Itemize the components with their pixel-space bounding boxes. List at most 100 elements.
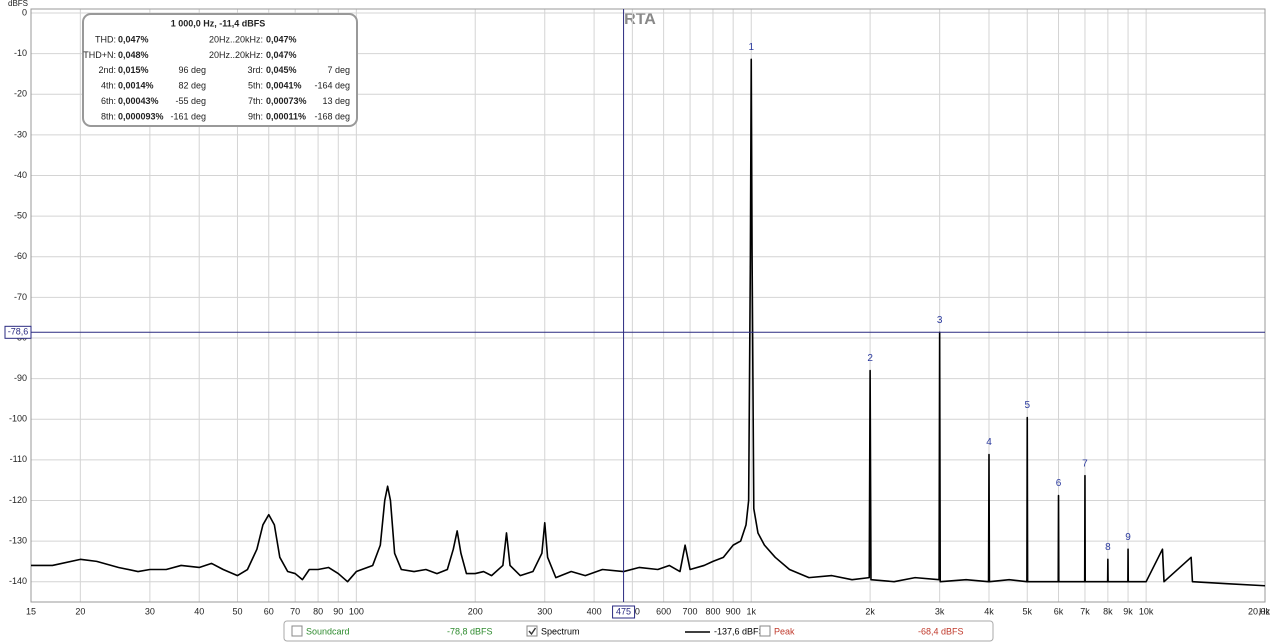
x-tick-label: 60 (264, 606, 274, 616)
x-tick-label: 6k (1054, 606, 1064, 616)
x-tick-label: 70 (290, 606, 300, 616)
y-tick-label: -130 (9, 535, 27, 545)
info-box-frame (82, 13, 358, 127)
legend-checkbox[interactable] (526, 625, 538, 637)
legend-frame (283, 620, 994, 642)
spectrum-line (31, 58, 1266, 587)
x-tick-label: 3k (935, 606, 945, 616)
info-value: 0,0014% (118, 81, 154, 91)
x-tick-label: 200 (468, 606, 483, 616)
x-tick-label: 900 (726, 606, 741, 616)
cursor-x-label: 475 (616, 606, 631, 616)
x-tick-label: 10k (1139, 606, 1154, 616)
peak-marker-label: 2 (867, 353, 873, 364)
info-value: 0,0041% (266, 81, 302, 91)
info-phase: 96 deg (178, 65, 206, 75)
info-label: 9th: (248, 111, 263, 121)
info-value: 0,015% (118, 65, 149, 75)
y-tick-label: -120 (9, 495, 27, 505)
info-value: 0,047% (118, 34, 149, 44)
peak-marker-label: 8 (1105, 542, 1111, 553)
y-axis-label: dBFS (8, 0, 28, 8)
info-phase: 7 deg (327, 65, 350, 75)
cursor-y-label: -78,6 (8, 327, 29, 337)
peak-marker-label: 1 (748, 42, 754, 53)
info-value: 0,000093% (118, 111, 164, 121)
info-value: 0,045% (266, 65, 297, 75)
info-value: 0,047% (266, 50, 297, 60)
x-tick-label: 90 (333, 606, 343, 616)
legend-reading: -68,4 dBFS (918, 626, 964, 636)
info-label: 4th: (101, 81, 116, 91)
info-label: 20Hz..20kHz: (209, 34, 263, 44)
x-tick-label: 8k (1103, 606, 1113, 616)
info-value: 0,00073% (266, 96, 307, 106)
info-label: 5th: (248, 81, 263, 91)
peak-marker-label: 7 (1082, 458, 1088, 469)
x-tick-label: 100 (349, 606, 364, 616)
x-tick-label: 800 (705, 606, 720, 616)
x-tick-label: 30 (145, 606, 155, 616)
info-label: 8th: (101, 111, 116, 121)
y-tick-label: -90 (14, 373, 27, 383)
info-phase: -164 deg (314, 81, 350, 91)
x-tick-label: 2k (865, 606, 875, 616)
info-label: 20Hz..20kHz: (209, 50, 263, 60)
legend-reading: -78,8 dBFS (447, 626, 493, 636)
x-axis-label: Hz (1259, 606, 1270, 616)
legend-checkbox[interactable] (291, 625, 303, 637)
legend-item[interactable]: Spectrum -137,6 dBFS (526, 625, 765, 637)
y-tick-label: -40 (14, 170, 27, 180)
x-tick-label: 600 (656, 606, 671, 616)
checkmark (528, 627, 537, 636)
cursor-x-box (612, 605, 636, 619)
info-value: 0,00043% (118, 96, 159, 106)
info-value: 0,048% (118, 50, 149, 60)
y-tick-label: -110 (10, 454, 27, 464)
x-tick-label: 700 (683, 606, 698, 616)
y-tick-label: -60 (14, 251, 27, 261)
y-tick-label: -30 (14, 129, 27, 139)
x-tick-label: 50 (232, 606, 242, 616)
x-tick-label: 400 (587, 606, 602, 616)
info-header: 1 000,0 Hz, -11,4 dBFS (171, 18, 266, 28)
peak-marker-label: 6 (1056, 478, 1062, 489)
x-tick-label: 7k (1080, 606, 1090, 616)
y-tick-label: -140 (9, 576, 27, 586)
x-tick-label: 40 (194, 606, 204, 616)
y-tick-label: -70 (14, 292, 27, 302)
info-phase: -55 deg (175, 96, 206, 106)
peak-marker-label: 5 (1024, 400, 1030, 411)
x-tick-label: 15 (26, 606, 36, 616)
info-phase: -161 deg (170, 111, 206, 121)
x-tick-label: 80 (313, 606, 323, 616)
x-tick-label: 5k (1022, 606, 1032, 616)
info-phase: -168 deg (314, 111, 350, 121)
x-tick-label: 1k (746, 606, 756, 616)
info-label: THD: (95, 34, 116, 44)
legend-reading: -137,6 dBFS (714, 626, 765, 636)
legend-name: Spectrum (541, 626, 580, 636)
legend-item[interactable]: Peak -68,4 dBFS (759, 625, 964, 637)
cursor-y-box (4, 325, 32, 339)
peak-marker-label: 9 (1125, 532, 1131, 543)
info-label: 7th: (248, 96, 263, 106)
legend-item[interactable]: Soundcard -78,8 dBFS (291, 625, 493, 637)
x-tick-label: 4k (984, 606, 994, 616)
legend-name: Soundcard (306, 626, 350, 636)
info-label: 6th: (101, 96, 116, 106)
peak-marker-label: 4 (986, 437, 992, 448)
info-value: 0,00011% (266, 111, 306, 121)
info-label: 3rd: (247, 65, 263, 75)
y-tick-label: 0 (22, 7, 27, 17)
peak-marker-label: 3 (937, 315, 943, 326)
y-tick-label: -100 (9, 414, 27, 424)
y-tick-label: -10 (14, 48, 27, 58)
x-tick-label: 9k (1123, 606, 1133, 616)
legend-checkbox[interactable] (759, 625, 771, 637)
x-tick-label: 20 (75, 606, 85, 616)
info-phase: 13 deg (322, 96, 350, 106)
y-tick-label: -20 (14, 89, 27, 99)
